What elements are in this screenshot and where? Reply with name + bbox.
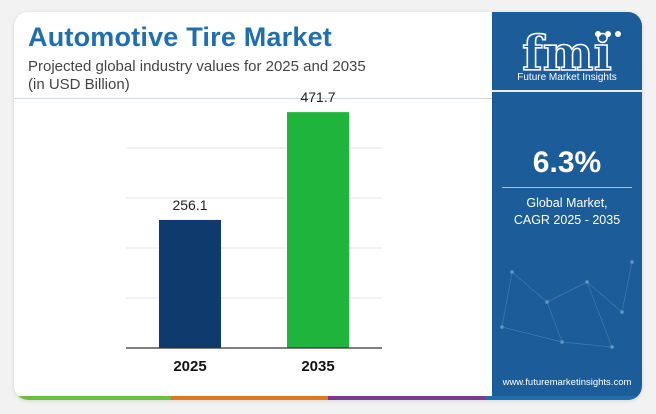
cagr-divider <box>502 187 632 188</box>
header-divider <box>14 98 492 99</box>
bar-2025 <box>159 219 221 348</box>
data-label-2025: 256.1 <box>172 197 207 213</box>
x-tick-label-2035: 2035 <box>301 358 334 375</box>
logo-divider <box>492 90 642 92</box>
website-url: www.futuremarketinsights.com <box>502 377 632 388</box>
page-title: Automotive Tire Market <box>28 22 332 52</box>
bar-2035 <box>287 112 349 349</box>
footer-strip-segment <box>171 396 328 400</box>
footer-strip-segment <box>14 396 171 400</box>
logo-dot-icon <box>615 31 621 37</box>
infographic-card: Automotive Tire Market Projected global … <box>14 12 642 400</box>
network-pattern <box>499 259 635 350</box>
cagr-value: 6.3% <box>532 146 602 179</box>
data-label-2035: 471.7 <box>300 89 335 105</box>
footer-color-strip <box>14 396 642 400</box>
subtitle-line-1: Projected global industry values for 202… <box>28 58 366 75</box>
subtitle-line-2: (in USD Billion) <box>28 76 130 93</box>
cagr-label-line-1: Global Market, <box>526 196 608 210</box>
logo-dot-icon <box>595 31 601 37</box>
bar-chart: 256.1 2025 471.7 2035 <box>126 89 382 375</box>
cagr-label-line-2: CAGR 2025 - 2035 <box>513 213 621 227</box>
logo-dot-icon <box>605 31 611 37</box>
brand-name: Future Market Insights <box>517 72 617 83</box>
x-tick-label-2025: 2025 <box>173 358 206 375</box>
sidebar-panel: fmi Future Market Insights 6.3% Global M… <box>492 12 642 400</box>
footer-strip-segment <box>485 396 642 400</box>
footer-strip-segment <box>328 396 485 400</box>
fmi-logo: fmi <box>521 26 621 83</box>
